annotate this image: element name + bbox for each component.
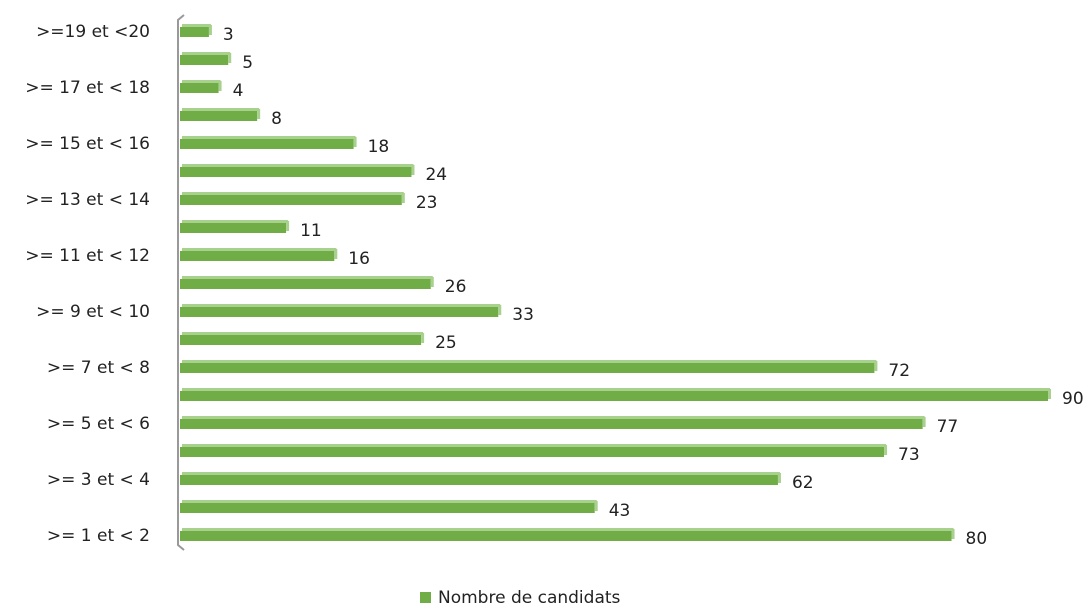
data-label: 43 bbox=[609, 501, 631, 521]
bar bbox=[180, 27, 209, 37]
data-label: 4 bbox=[233, 81, 244, 101]
bar-top bbox=[182, 444, 887, 447]
bar-end bbox=[208, 25, 212, 35]
bar-top bbox=[182, 276, 433, 279]
data-label: 16 bbox=[348, 249, 370, 269]
bar-top bbox=[182, 52, 231, 55]
bar-top bbox=[182, 472, 780, 475]
bar-top bbox=[182, 500, 597, 503]
bar-end bbox=[777, 473, 781, 483]
y-tick-label: >= 13 et < 14 bbox=[25, 190, 150, 210]
bar-end bbox=[411, 165, 415, 175]
bar bbox=[180, 335, 422, 345]
data-label: 3 bbox=[223, 25, 234, 45]
legend-swatch bbox=[420, 592, 431, 603]
data-label: 23 bbox=[416, 193, 438, 213]
data-label: 80 bbox=[966, 529, 988, 549]
bar bbox=[180, 503, 595, 513]
bar-end bbox=[884, 445, 888, 455]
bar-top bbox=[182, 136, 356, 139]
bar bbox=[180, 447, 885, 457]
y-tick-label: >= 7 et < 8 bbox=[47, 358, 150, 378]
bar bbox=[180, 531, 952, 541]
bar-end bbox=[874, 361, 878, 371]
data-label: 18 bbox=[368, 137, 390, 157]
bar-end bbox=[401, 193, 405, 203]
y-tick-label: >= 5 et < 6 bbox=[47, 414, 150, 434]
bar bbox=[180, 419, 923, 429]
bar bbox=[180, 139, 354, 149]
data-label: 26 bbox=[445, 277, 467, 297]
bar-top bbox=[182, 220, 289, 223]
bar-end bbox=[430, 277, 434, 287]
bar-end bbox=[498, 305, 502, 315]
data-label: 24 bbox=[425, 165, 447, 185]
bar bbox=[180, 223, 287, 233]
data-label: 72 bbox=[888, 361, 910, 381]
bar-top bbox=[182, 80, 221, 83]
bar-top bbox=[182, 360, 877, 363]
bar bbox=[180, 55, 229, 65]
bar bbox=[180, 83, 219, 93]
bar-top bbox=[182, 332, 424, 335]
bar-top bbox=[182, 304, 501, 307]
y-tick-label: >= 17 et < 18 bbox=[25, 78, 150, 98]
bar-end bbox=[257, 109, 261, 119]
bar-top bbox=[182, 416, 925, 419]
data-label: 5 bbox=[242, 53, 253, 73]
bar-end bbox=[1048, 389, 1051, 399]
bar-end bbox=[228, 53, 232, 63]
y-tick-label: >= 11 et < 12 bbox=[25, 246, 150, 266]
bar bbox=[180, 167, 412, 177]
data-label: 73 bbox=[898, 445, 920, 465]
bar-end bbox=[218, 81, 222, 91]
bar-end bbox=[594, 501, 598, 511]
bar-top bbox=[182, 164, 414, 167]
bar-top bbox=[182, 248, 337, 251]
y-tick-label: >=19 et <20 bbox=[36, 22, 150, 42]
bar-top bbox=[182, 192, 404, 195]
bar-top bbox=[182, 528, 954, 531]
bar-end bbox=[951, 529, 955, 539]
bar bbox=[180, 391, 1048, 401]
y-tick-label: >= 1 et < 2 bbox=[47, 526, 150, 546]
bar bbox=[180, 475, 778, 485]
data-label: 62 bbox=[792, 473, 814, 493]
bar bbox=[180, 279, 431, 289]
bar bbox=[180, 363, 875, 373]
data-label: 77 bbox=[937, 417, 959, 437]
y-tick-label: >= 3 et < 4 bbox=[47, 470, 150, 490]
bar-end bbox=[922, 417, 926, 427]
axis-line bbox=[177, 14, 185, 551]
bar-top bbox=[182, 108, 260, 111]
bar bbox=[180, 111, 258, 121]
bar bbox=[180, 307, 499, 317]
legend-label: Nombre de candidats bbox=[438, 588, 621, 607]
bar bbox=[180, 251, 335, 261]
bar-top bbox=[182, 388, 1050, 391]
bar-end bbox=[421, 333, 425, 343]
bar-end bbox=[334, 249, 338, 259]
data-label: 90 bbox=[1062, 389, 1084, 409]
bar-end bbox=[286, 221, 290, 231]
bar bbox=[180, 195, 402, 205]
bar-top bbox=[182, 24, 211, 27]
data-label: 33 bbox=[512, 305, 534, 325]
data-label: 8 bbox=[271, 109, 282, 129]
y-tick-label: >= 15 et < 16 bbox=[25, 134, 150, 154]
data-label: 11 bbox=[300, 221, 322, 241]
y-tick-label: >= 9 et < 10 bbox=[36, 302, 150, 322]
data-label: 25 bbox=[435, 333, 457, 353]
bar-end bbox=[353, 137, 357, 147]
